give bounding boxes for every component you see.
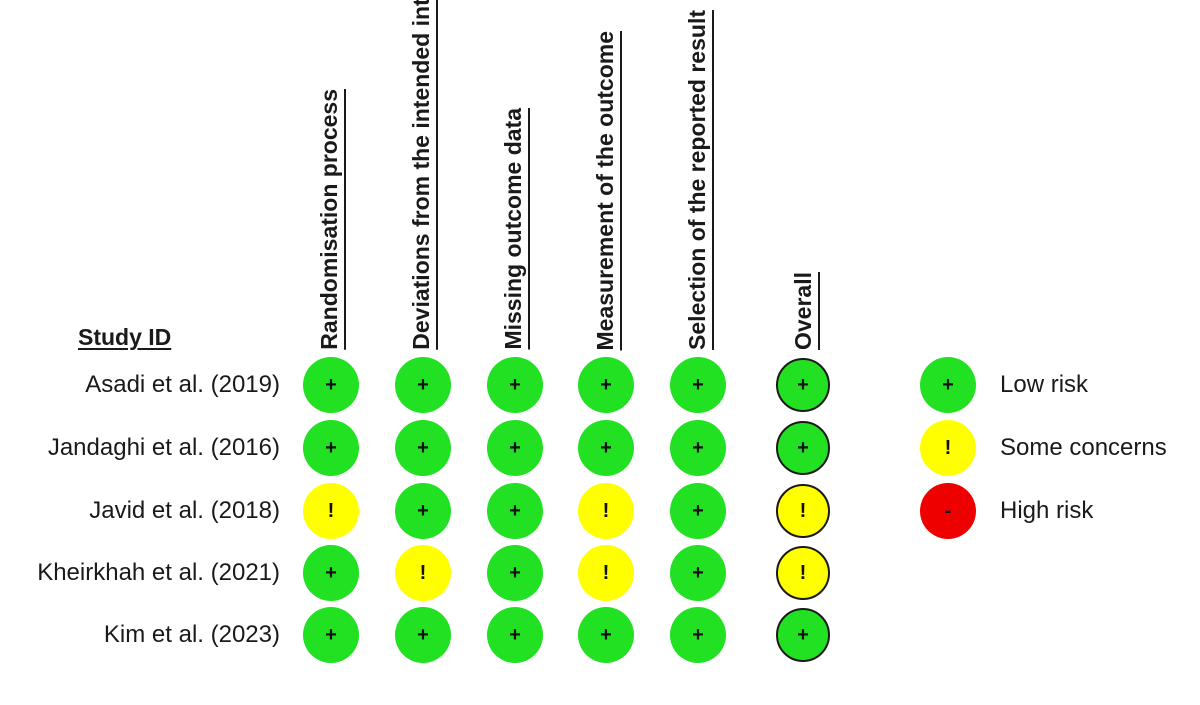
judgement-low-dot: + — [303, 420, 359, 476]
judgement-low-dot: + — [303, 607, 359, 663]
header-2-clip: Missing outcome data — [484, 0, 574, 360]
domain-header-randomisation: Randomisation process — [316, 89, 342, 350]
judgement-low-dot: + — [303, 357, 359, 413]
judgement-low-dot: + — [303, 545, 359, 601]
domain-header-missing-data: Missing outcome data — [500, 108, 526, 350]
study-name: Kim et al. (2023) — [103, 621, 280, 648]
judgement-low-dot: + — [395, 357, 451, 413]
legend-high-dot: - — [920, 483, 976, 539]
judgement-low-dot: + — [395, 607, 451, 663]
judgement-low-dot: + — [670, 357, 726, 413]
legend-high-label: High risk — [1000, 497, 1094, 524]
study-name: Javid et al. (2018) — [89, 497, 280, 524]
judgement-low-dot: + — [670, 545, 726, 601]
judgement-low-dot: + — [670, 607, 726, 663]
judgement-low-dot: + — [670, 483, 726, 539]
study-name: Kheirkhah et al. (2021) — [37, 559, 280, 586]
domain-header-selection: Selection of the reported result — [684, 10, 710, 350]
judgement-low-dot: + — [487, 545, 543, 601]
judgement-low-dot: + — [487, 607, 543, 663]
judgement-low-dot: + — [487, 357, 543, 413]
overall-judgement-some-dot: ! — [776, 484, 830, 538]
judgement-low-dot: + — [670, 420, 726, 476]
domain-header-overall: Overall — [790, 272, 816, 350]
study-name: Jandaghi et al. (2016) — [47, 434, 280, 461]
judgement-some-dot: ! — [395, 545, 451, 601]
overall-judgement-low-dot: + — [776, 608, 830, 662]
header-1-clip: Deviations from the intended interventio… — [392, 0, 482, 360]
overall-judgement-some-dot: ! — [776, 546, 830, 600]
overall-judgement-low-dot: + — [776, 358, 830, 412]
judgement-low-dot: + — [395, 420, 451, 476]
study-id-header: Study ID — [78, 324, 172, 350]
legend-some-dot: ! — [920, 420, 976, 476]
legend-some-label: Some concerns — [1000, 434, 1167, 461]
header-0-clip: Randomisation process — [300, 0, 390, 360]
judgement-low-dot: + — [578, 420, 634, 476]
domain-header-deviations: Deviations from the intended interventio… — [408, 0, 434, 350]
judgement-low-dot: + — [487, 420, 543, 476]
judgement-some-dot: ! — [578, 483, 634, 539]
judgement-low-dot: + — [487, 483, 543, 539]
overall-judgement-low-dot: + — [776, 421, 830, 475]
header-5-clip: Overall — [774, 0, 864, 360]
legend-low-dot: + — [920, 357, 976, 413]
judgement-some-dot: ! — [578, 545, 634, 601]
legend-low-label: Low risk — [1000, 371, 1089, 398]
study-name: Asadi et al. (2019) — [85, 371, 280, 398]
judgement-low-dot: + — [395, 483, 451, 539]
judgement-low-dot: + — [578, 357, 634, 413]
header-4-clip: Selection of the reported result — [668, 0, 758, 360]
judgement-some-dot: ! — [303, 483, 359, 539]
domain-header-measurement: Measurement of the outcome — [592, 30, 618, 351]
header-3-clip: Measurement of the outcome — [576, 0, 666, 360]
judgement-low-dot: + — [578, 607, 634, 663]
